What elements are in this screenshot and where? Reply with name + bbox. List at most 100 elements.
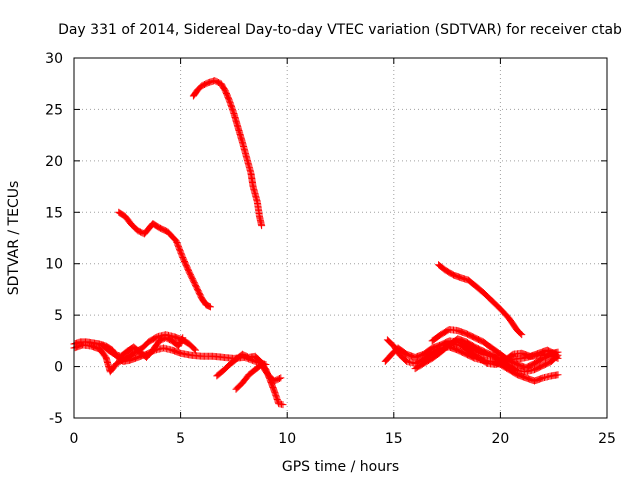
data-marker-segment — [420, 355, 435, 367]
data-marker-segment — [394, 344, 410, 357]
data-marker-segment — [138, 339, 152, 352]
chart-title: Day 331 of 2014, Sidereal Day-to-day VTE… — [58, 22, 622, 38]
data-marker-segment — [221, 87, 233, 104]
data-marker-segment — [464, 276, 478, 288]
series-arc-high — [189, 77, 266, 230]
data-marker-segment — [245, 367, 258, 379]
data-marker-segment — [185, 268, 199, 288]
data-marker-segment — [217, 80, 229, 94]
data-marker-segment — [479, 347, 495, 359]
data-marker-segment — [121, 212, 135, 227]
data-marker-segment — [121, 350, 136, 362]
x-tick-label: 20 — [491, 431, 509, 447]
data-marker-segment — [454, 346, 469, 358]
data-marker-segment — [471, 334, 486, 345]
data-marker-segment — [420, 350, 435, 363]
series-low-left-e — [232, 361, 285, 393]
series-low-left-c — [98, 334, 187, 361]
data-marker-segment — [115, 208, 128, 220]
data-marker-segment — [437, 326, 452, 339]
data-marker-segment — [539, 358, 554, 370]
data-marker-segment — [234, 124, 246, 145]
data-marker-segment — [194, 83, 205, 94]
data-marker-segment — [441, 266, 456, 278]
data-marker-segment — [230, 110, 242, 131]
data-marker-segment — [202, 301, 213, 310]
data-marker-segment — [458, 342, 473, 355]
data-marker-segment — [198, 295, 209, 308]
data-marker-segment — [488, 297, 503, 312]
data-marker-segment — [179, 334, 187, 342]
plot-frame — [73, 57, 608, 419]
series-arc-mid-left — [115, 208, 214, 311]
data-marker-segment — [243, 154, 255, 176]
data-marker-segment — [185, 340, 198, 353]
x-tick-label: 25 — [598, 431, 616, 447]
y-tick-label: 20 — [45, 154, 63, 170]
data-marker-segment — [531, 355, 546, 367]
y-tick-label: 15 — [45, 205, 63, 221]
x-axis-label: GPS time / hours — [282, 459, 399, 475]
data-marker-segment — [428, 331, 444, 345]
data-marker-segment — [396, 351, 410, 364]
data-marker-segment — [488, 344, 503, 357]
data-marker-segment — [247, 169, 257, 189]
data-marker-segment — [428, 349, 444, 362]
data-marker-segment — [130, 343, 143, 355]
data-marker-segment — [145, 333, 160, 346]
data-marker-segment — [192, 346, 200, 354]
data-marker-segment — [206, 303, 214, 311]
x-tick-label: 5 — [176, 431, 185, 447]
data-marker-segment — [420, 345, 435, 358]
y-tick-label: 30 — [45, 51, 63, 67]
x-tick-label: 0 — [70, 431, 79, 447]
data-marker-segment — [479, 338, 495, 351]
data-marker-segment — [513, 327, 525, 338]
data-marker-segment — [275, 400, 286, 408]
data-marker-segment — [505, 366, 520, 378]
data-marker-segment — [174, 335, 186, 350]
series-layer — [70, 77, 562, 409]
data-marker-segment — [270, 375, 284, 385]
y-tick-label: 0 — [54, 360, 63, 376]
data-marker-segment — [106, 361, 120, 376]
data-marker-segment — [518, 331, 526, 339]
data-marker-segment — [496, 305, 512, 321]
data-marker-segment — [411, 356, 426, 367]
data-marker-segment — [164, 228, 179, 244]
data-marker-segment — [435, 261, 448, 273]
data-marker-segment — [142, 347, 156, 361]
data-marker-segment — [505, 362, 520, 374]
series-low-right-c — [411, 335, 562, 376]
data-marker-segment — [149, 338, 162, 354]
grid-layer — [74, 58, 607, 418]
data-marker-segment — [140, 226, 152, 238]
data-marker-segment — [543, 346, 559, 358]
data-marker-segment — [213, 368, 226, 380]
data-marker-segment — [251, 352, 265, 365]
data-marker-segment — [172, 237, 186, 260]
data-marker-segment — [471, 281, 486, 296]
y-axis-label: SDTVAR / TECUs — [6, 181, 22, 296]
data-marker-segment — [117, 348, 130, 360]
data-marker-segment — [162, 334, 175, 344]
data-marker-segment — [226, 356, 239, 369]
data-marker-segment — [554, 371, 562, 379]
y-tick-label: 10 — [45, 257, 63, 273]
y-tick-label: 25 — [45, 102, 63, 118]
data-marker-segment — [383, 336, 397, 349]
data-marker-segment — [238, 372, 252, 387]
data-marker-segment — [492, 357, 507, 369]
data-marker-segment — [179, 254, 193, 275]
data-marker-segment — [113, 355, 128, 367]
data-marker-segment — [232, 380, 245, 393]
data-marker-segment — [552, 350, 560, 358]
data-marker-segment — [198, 79, 211, 90]
data-marker-segment — [505, 314, 521, 333]
data-marker-segment — [249, 183, 261, 205]
data-marker-segment — [253, 198, 263, 219]
data-marker-segment — [258, 222, 266, 230]
data-marker-segment — [522, 360, 537, 372]
data-marker-segment — [104, 346, 117, 358]
